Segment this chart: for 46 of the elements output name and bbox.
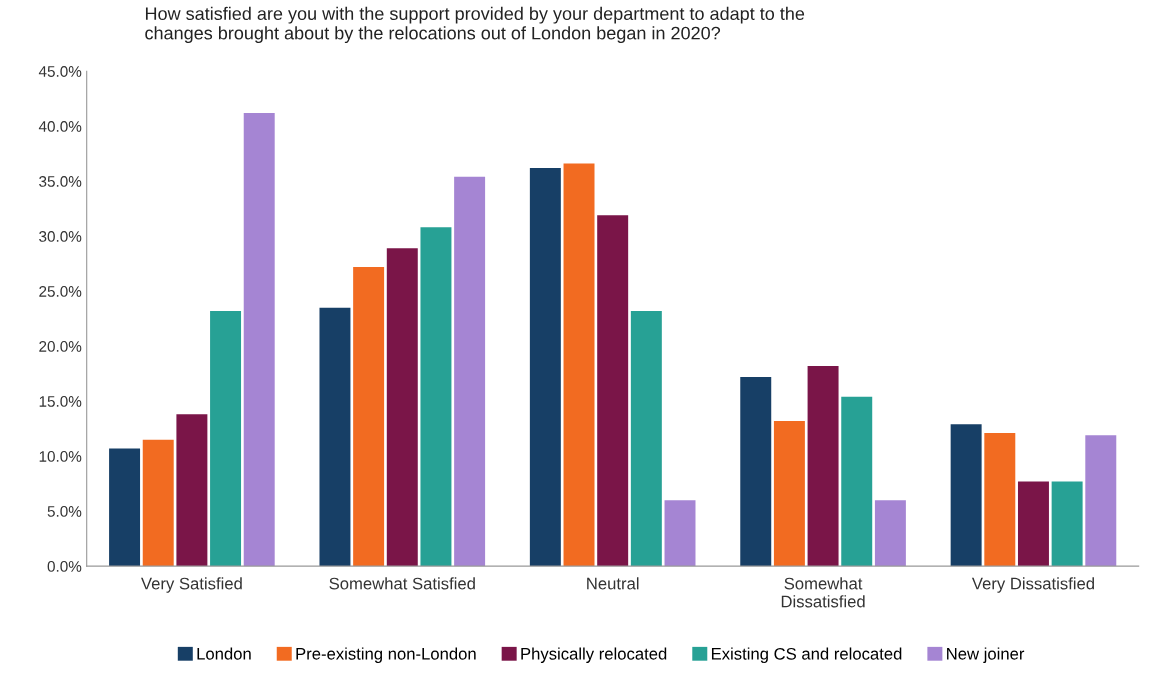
- bar: [176, 414, 208, 567]
- y-tick-label: 15.0%: [39, 396, 82, 407]
- bar: [664, 500, 696, 567]
- y-tick-label: 5.0%: [47, 506, 82, 517]
- bar: [630, 310, 662, 567]
- bar: [210, 310, 242, 567]
- bar: [841, 396, 873, 567]
- bar: [740, 376, 772, 567]
- bar: [1017, 481, 1049, 567]
- x-tick-label: Neutral: [587, 577, 639, 590]
- x-tick-label: Very Dissatisfied: [971, 577, 1094, 593]
- bar: [454, 176, 486, 567]
- bar: [597, 215, 629, 567]
- y-tick-label: 20.0%: [39, 341, 82, 352]
- y-tick-label: 0.0%: [47, 561, 82, 572]
- y-tick-label: 40.0%: [38, 121, 82, 132]
- legend-label: Physically relocated: [521, 647, 667, 663]
- legend-label: London: [197, 647, 251, 660]
- bar: [807, 365, 839, 567]
- bar: [420, 227, 452, 567]
- x-tick-label: Somewhat Satisfied: [329, 577, 475, 590]
- y-tick-label: 35.0%: [39, 176, 82, 187]
- y-tick-label: 10.0%: [39, 451, 82, 462]
- bar: [386, 248, 418, 567]
- x-tick-label: Very Satisfied: [141, 577, 242, 593]
- bar: [773, 420, 805, 567]
- y-tick-label: 25.0%: [39, 286, 82, 297]
- bar: [874, 500, 906, 567]
- chart-title: How satisfied are you with the support provided by your department to adapt to the changes brought about by the relocations out of London began in 2020?: [145, 6, 805, 44]
- bar: [1085, 435, 1117, 567]
- legend-label: Pre-existing non-London: [296, 647, 476, 663]
- y-tick-label: 45.0%: [38, 66, 82, 77]
- bar: [142, 439, 174, 567]
- bar: [319, 307, 351, 567]
- legend-label: Existing CS and relocated: [711, 647, 902, 663]
- legend-label: New joiner: [947, 647, 1025, 663]
- bar: [1051, 481, 1083, 567]
- bar: [353, 266, 385, 567]
- bar: [563, 163, 595, 567]
- bar: [950, 424, 982, 567]
- bar: [109, 448, 141, 567]
- bar: [529, 167, 561, 567]
- bar: [243, 112, 275, 567]
- x-tick-label: Somewhat Dissatisfied: [781, 577, 865, 608]
- bar: [984, 433, 1016, 567]
- y-tick-label: 30.0%: [39, 231, 82, 242]
